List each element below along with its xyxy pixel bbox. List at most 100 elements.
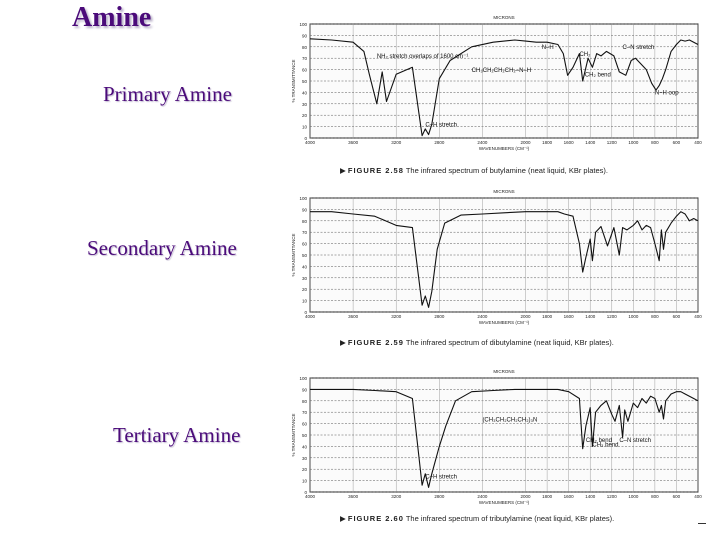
figure-number-tertiary: FIGURE 2.60 [347,514,404,523]
top-axis-title: MICRONS [493,369,514,374]
x-tick-label: 1200 [607,314,618,319]
y-tick-label: 30 [302,456,308,461]
y-tick-label: 50 [302,433,308,438]
ir-spectrum-primary: 0 10 20 30 40 50 60 70 80 90 100 4000 3600 3200 2800 24… [288,8,710,174]
figure-caption-tertiary: The infrared spectrum of tributylamine (… [405,514,615,523]
spectrum-annotation: CH₂ [579,52,591,58]
x-tick-label: 3200 [391,314,402,319]
x-tick-label: 3600 [348,314,359,319]
spectrum-annotation: N–H [542,45,554,51]
x-tick-label: 3600 [348,140,359,145]
x-tick-label: 400 [694,314,702,319]
y-tick-label: 0 [304,310,307,315]
y-tick-label: 20 [302,287,308,292]
x-tick-label: 1600 [564,140,575,145]
x-tick-label: 2400 [477,494,488,499]
y-tick-label: 70 [302,410,308,415]
y-tick-label: 30 [302,102,308,107]
spectrum-svg-secondary: 0 10 20 30 40 50 60 70 80 90 100 4000 3600 3200 2800 24… [291,189,702,325]
y-tick-label: 90 [302,33,308,38]
x-tick-label: 600 [673,140,681,145]
y-tick-label: 60 [302,422,308,427]
x-tick-label: 2800 [434,140,445,145]
x-tick-label: 1800 [542,314,553,319]
y-tick-label: 20 [302,113,308,118]
x-tick-label: 1800 [542,140,553,145]
y-tick-label: 10 [302,299,308,304]
spectrum-annotation: NH₂ stretch overlaps of 1600 cm⁻¹ [377,54,469,60]
x-tick-label: 1400 [585,140,596,145]
spectrum-annotation: CH₂ bend [585,72,611,78]
x-tick-label: 3200 [391,494,402,499]
spectrum-annotation: C–N stretch [623,45,655,51]
corner-mark [698,523,706,524]
x-tick-label: 3600 [348,494,359,499]
x-tick-label: 2000 [521,140,532,145]
spectrum-line [310,211,699,308]
y-tick-label: 0 [304,136,307,141]
x-axis-title: WAVENUMBERS (CM⁻¹) [479,500,530,505]
spectrum-line [309,38,699,137]
x-tick-label: 400 [694,494,702,499]
x-tick-label: 3200 [391,140,402,145]
x-tick-label: 1200 [607,494,618,499]
ir-spectrum-tertiary: 0 10 20 30 40 50 60 70 80 90 100 4000 3600 3200 2800 24… [288,362,710,528]
primary-amine-label: Primary Amine [103,82,232,106]
x-tick-label: 1600 [564,314,575,319]
y-tick-label: 40 [302,444,308,449]
x-tick-label: 1000 [628,494,639,499]
x-tick-label: 2000 [521,314,532,319]
y-tick-label: 80 [302,399,308,404]
y-tick-label: 70 [302,56,308,61]
y-tick-label: 60 [302,242,308,247]
x-tick-label: 1000 [628,314,639,319]
figure-number-primary: FIGURE 2.58 [347,166,404,175]
y-tick-label: 90 [302,387,308,392]
top-axis-title: MICRONS [493,189,514,194]
y-tick-label: 20 [302,467,308,472]
x-axis-title: WAVENUMBERS (CM⁻¹) [479,320,530,325]
x-tick-label: 2800 [434,494,445,499]
x-tick-label: 600 [673,314,681,319]
y-tick-label: 80 [302,45,308,50]
caption-primary: ▶ FIGURE 2.58 The infrared spectrum of b… [340,166,609,175]
x-tick-label: 2400 [477,314,488,319]
y-tick-label: 100 [299,22,307,27]
y-tick-label: 70 [302,230,308,235]
x-tick-label: 2400 [477,140,488,145]
y-tick-label: 10 [302,479,308,484]
x-tick-label: 600 [673,494,681,499]
spectrum-annotation: C–H stretch [425,123,457,129]
y-tick-label: 60 [302,68,308,73]
ir-spectrum-secondary: 0 10 20 30 40 50 60 70 80 90 100 4000 3600 3200 2800 24… [288,182,710,348]
secondary-amine-label: Secondary Amine [87,236,237,260]
x-tick-label: 1400 [585,494,596,499]
top-axis-title: MICRONS [493,15,514,20]
tertiary-amine-label: Tertiary Amine [113,423,241,447]
y-tick-label: 90 [302,207,308,212]
x-axis-title: WAVENUMBERS (CM⁻¹) [479,146,530,151]
spectrum-line [310,388,699,488]
x-tick-label: 4000 [305,140,316,145]
spectrum-annotation: C–H stretch [425,474,457,480]
y-tick-label: 50 [302,253,308,258]
spectrum-annotation: C–N stretch [619,438,651,444]
y-tick-label: 10 [302,125,308,130]
y-tick-label: 40 [302,264,308,269]
figure-caption-primary: The infrared spectrum of butylamine (nea… [405,166,609,175]
x-tick-label: 1600 [564,494,575,499]
slide-title: Amine [72,2,152,33]
x-tick-label: 400 [694,140,702,145]
y-axis-title: % TRANSMITTANCE [291,59,296,102]
figure-caption-secondary: The infrared spectrum of dibutylamine (n… [405,338,614,347]
x-tick-label: 1800 [542,494,553,499]
spectrum-annotation: CH₃ bend [592,442,618,448]
y-tick-label: 30 [302,276,308,281]
x-tick-label: 800 [651,494,659,499]
y-axis-title: % TRANSMITTANCE [291,413,296,456]
x-tick-label: 800 [651,314,659,319]
x-tick-label: 4000 [305,494,316,499]
x-tick-label: 1000 [628,140,639,145]
caption-secondary: ▶ FIGURE 2.59 The infrared spectrum of d… [340,338,614,347]
y-tick-label: 80 [302,219,308,224]
